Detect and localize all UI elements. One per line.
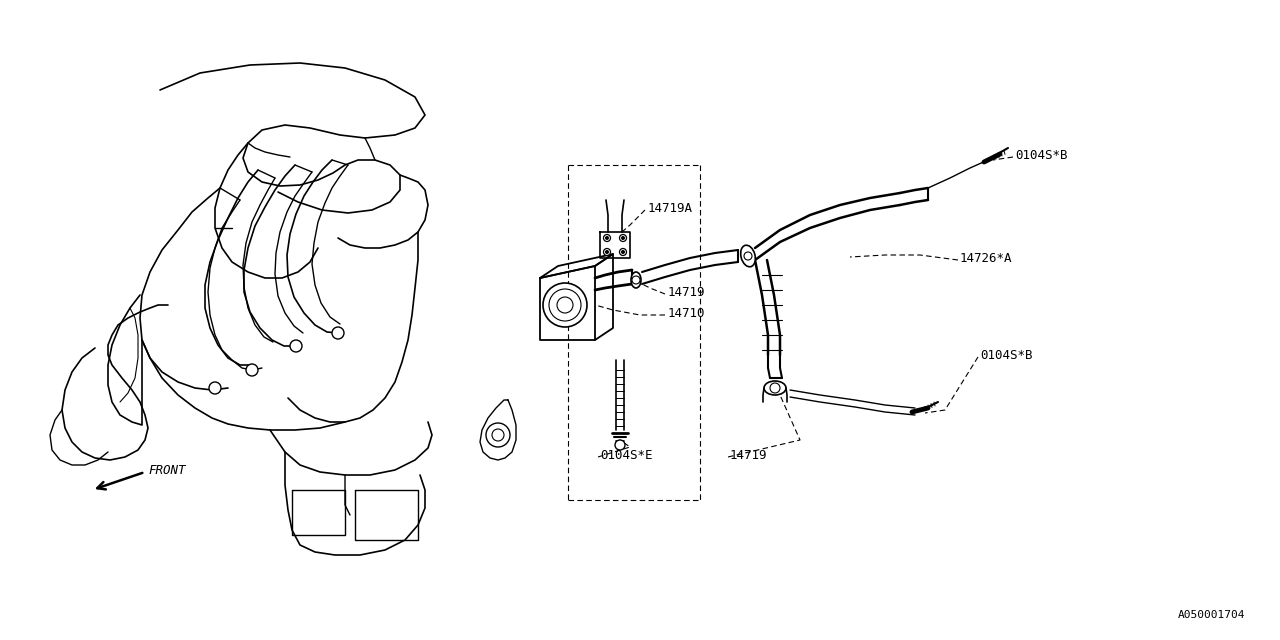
Text: 14710: 14710	[668, 307, 705, 319]
Circle shape	[620, 248, 626, 255]
Circle shape	[620, 234, 626, 241]
Circle shape	[621, 250, 625, 254]
Circle shape	[486, 423, 509, 447]
Circle shape	[605, 250, 609, 254]
Ellipse shape	[741, 245, 755, 267]
Text: 0104S*B: 0104S*B	[1015, 148, 1068, 161]
Circle shape	[605, 236, 609, 240]
Text: 0104S*E: 0104S*E	[600, 449, 653, 461]
Text: A050001704: A050001704	[1178, 610, 1245, 620]
Circle shape	[603, 234, 611, 241]
Circle shape	[209, 382, 221, 394]
Circle shape	[246, 364, 259, 376]
Circle shape	[332, 327, 344, 339]
Text: 14719: 14719	[730, 449, 768, 461]
Circle shape	[543, 283, 588, 327]
Text: 14719A: 14719A	[648, 202, 692, 214]
Circle shape	[621, 236, 625, 240]
Circle shape	[603, 248, 611, 255]
Text: FRONT: FRONT	[148, 463, 186, 477]
Text: 14719: 14719	[668, 285, 705, 298]
Ellipse shape	[631, 272, 641, 288]
Ellipse shape	[764, 381, 786, 395]
Text: 0104S*B: 0104S*B	[980, 349, 1033, 362]
Circle shape	[291, 340, 302, 352]
Text: 14726*A: 14726*A	[960, 252, 1012, 264]
Circle shape	[614, 440, 625, 450]
